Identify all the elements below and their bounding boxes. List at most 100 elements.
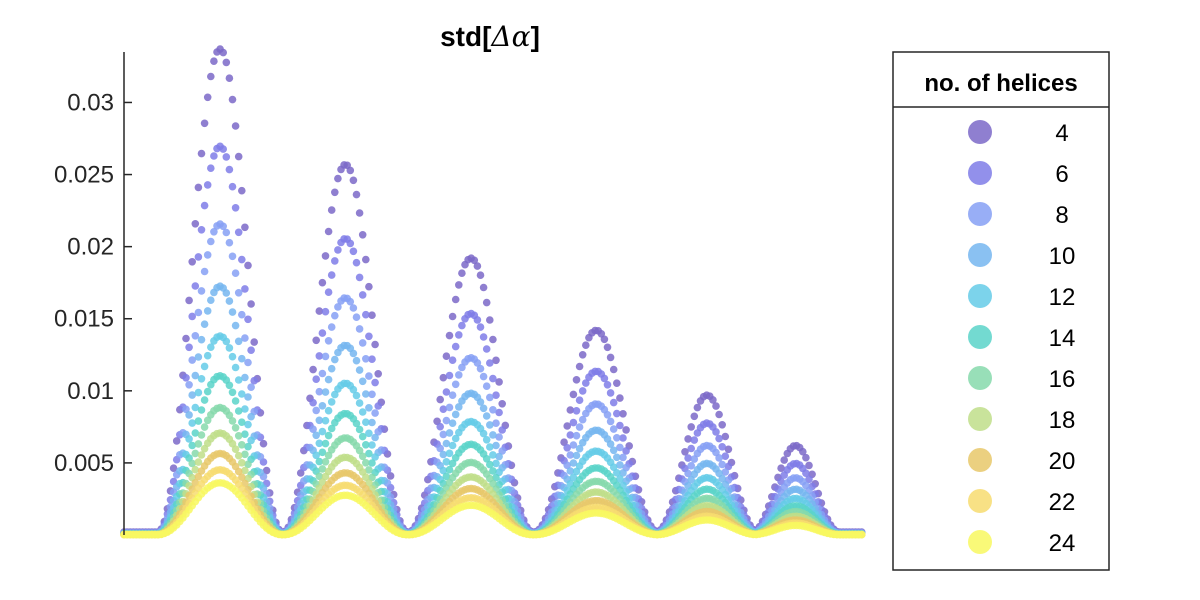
data-point — [244, 420, 252, 429]
data-point — [231, 321, 240, 330]
legend-marker — [968, 448, 992, 472]
chart-title: std[Δα] — [440, 20, 540, 53]
data-point — [228, 95, 237, 104]
data-point — [479, 333, 488, 341]
data-point — [362, 459, 370, 467]
data-point — [238, 390, 246, 398]
data-point — [365, 372, 373, 380]
data-point — [194, 183, 203, 192]
data-point — [371, 378, 379, 387]
data-point — [442, 388, 451, 396]
data-point — [482, 412, 491, 420]
data-point — [188, 312, 196, 321]
data-point — [203, 387, 212, 396]
data-point — [355, 425, 364, 434]
data-point — [324, 451, 333, 460]
data-point — [315, 307, 324, 315]
data-point — [321, 439, 330, 448]
data-point — [492, 419, 500, 428]
data-point — [498, 426, 507, 434]
data-point — [231, 269, 240, 278]
data-point — [234, 432, 243, 440]
data-point — [241, 430, 249, 439]
data-point — [368, 390, 376, 399]
data-point — [470, 256, 479, 265]
data-point — [225, 165, 234, 174]
data-point — [374, 402, 383, 410]
data-point — [203, 307, 212, 315]
data-point — [486, 460, 494, 469]
data-point — [262, 466, 271, 475]
data-point — [185, 411, 193, 419]
data-point — [442, 458, 451, 466]
data-point — [442, 352, 451, 361]
data-point — [606, 389, 615, 397]
data-point — [207, 237, 215, 246]
data-point — [482, 455, 491, 463]
data-point — [492, 441, 500, 450]
data-point — [231, 204, 240, 212]
data-point — [200, 362, 209, 371]
data-point — [197, 226, 206, 234]
data-point — [309, 398, 317, 407]
data-point — [203, 351, 212, 360]
series-24 — [120, 479, 866, 539]
data-point — [436, 444, 445, 453]
y-tick-label: 0.025 — [54, 162, 114, 189]
data-point — [355, 209, 364, 217]
data-point — [358, 432, 367, 441]
data-point — [575, 444, 584, 453]
data-point — [241, 450, 249, 459]
data-point — [200, 119, 209, 128]
data-point — [799, 447, 807, 456]
data-point — [362, 255, 370, 264]
data-point — [191, 449, 200, 458]
data-point — [318, 402, 327, 410]
data-point — [613, 469, 621, 477]
data-point — [228, 308, 237, 316]
data-point — [693, 403, 702, 412]
data-point — [684, 454, 692, 462]
data-point — [238, 310, 246, 319]
data-point — [575, 396, 584, 405]
data-point — [575, 362, 584, 371]
legend-box — [892, 51, 1110, 571]
data-point — [563, 444, 571, 452]
legend-label: 14 — [1049, 325, 1076, 352]
data-point — [448, 441, 457, 450]
data-point — [687, 444, 695, 453]
data-point — [228, 252, 237, 261]
data-point — [572, 431, 581, 440]
data-point — [455, 281, 463, 289]
data-point — [802, 469, 810, 478]
data-point — [690, 436, 699, 444]
data-point — [321, 458, 330, 466]
data-point — [231, 424, 240, 432]
data-point — [495, 433, 503, 441]
data-point — [225, 74, 234, 82]
data-point — [619, 434, 627, 442]
data-point — [194, 353, 203, 361]
data-point — [613, 409, 621, 418]
data-point — [613, 379, 621, 388]
data-point — [709, 396, 717, 404]
data-point — [241, 373, 249, 382]
data-point — [451, 380, 460, 389]
scatter-points — [120, 45, 866, 539]
data-point — [498, 400, 507, 408]
y-tick-label: 0.015 — [54, 306, 114, 333]
data-point — [569, 390, 578, 399]
data-point — [219, 48, 227, 57]
data-point — [185, 381, 193, 389]
data-point — [188, 258, 196, 266]
data-point — [486, 393, 494, 402]
data-point — [374, 370, 383, 378]
data-point — [228, 417, 237, 425]
legend-marker — [968, 366, 992, 390]
data-point — [188, 459, 196, 468]
data-point — [718, 443, 726, 451]
data-point — [238, 441, 246, 449]
data-point — [479, 404, 488, 413]
data-point — [355, 366, 364, 374]
data-point — [182, 334, 190, 343]
